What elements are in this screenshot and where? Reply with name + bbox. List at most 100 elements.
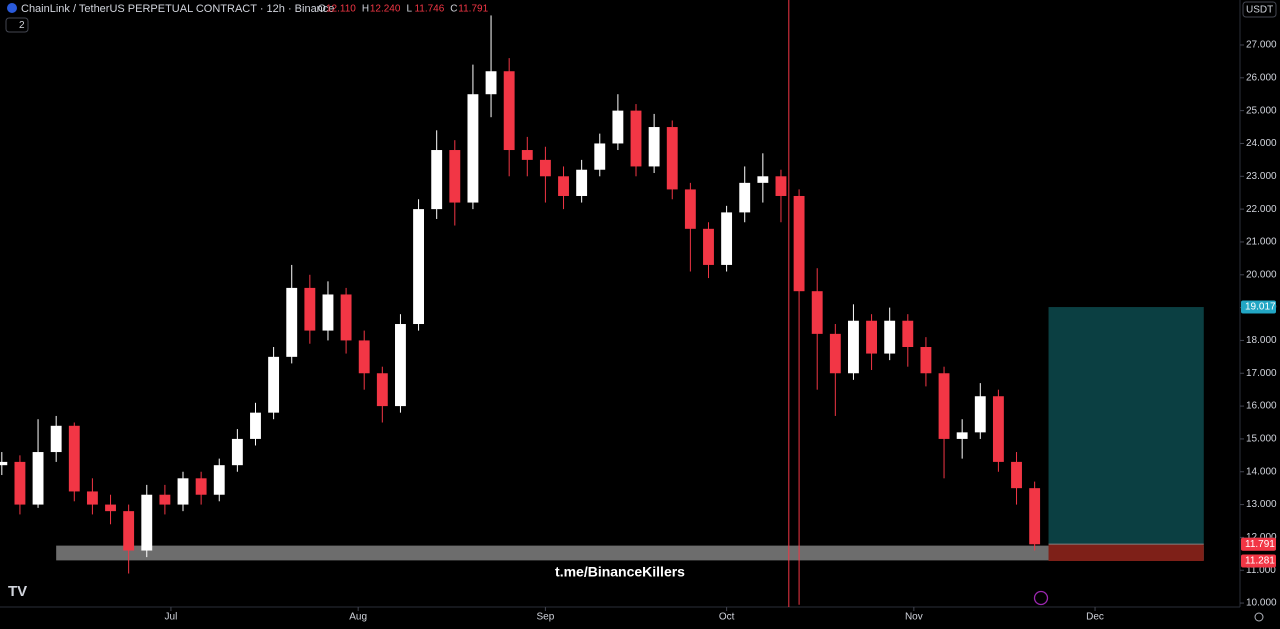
- y-tick-label: 24.000: [1246, 138, 1277, 149]
- alert-icon[interactable]: [1033, 590, 1049, 606]
- currency: USDT: [1246, 5, 1273, 16]
- candle-body: [413, 209, 425, 325]
- x-tick-label: Sep: [537, 612, 555, 623]
- candle-body: [340, 294, 352, 341]
- ohlc-key: C: [450, 4, 457, 15]
- y-tick-label: 27.000: [1246, 40, 1277, 51]
- candle-body: [721, 212, 733, 265]
- candle-body: [648, 127, 660, 167]
- candle-body: [902, 320, 914, 347]
- candle-body: [86, 491, 98, 505]
- candle-body: [50, 425, 62, 453]
- position-loss: [1048, 544, 1204, 562]
- candle-body: [0, 461, 8, 466]
- candle-body: [485, 71, 497, 95]
- watermark: t.me/BinanceKillers: [555, 564, 685, 580]
- candle-body: [177, 478, 189, 505]
- ohlc-value: 11.746: [414, 4, 444, 15]
- price-label: 19.017: [1245, 302, 1276, 313]
- candle-body: [666, 127, 678, 190]
- ohlc-value: 11.791: [458, 4, 488, 15]
- candle-body: [684, 189, 696, 229]
- y-tick-label: 26.000: [1246, 72, 1277, 83]
- candle-body: [594, 143, 606, 170]
- indicator-toggle[interactable]: [5, 17, 29, 33]
- price-label-bg: [1241, 300, 1276, 314]
- y-tick-label: 15.000: [1246, 434, 1277, 445]
- candle-body: [141, 494, 153, 551]
- y-tick-label: 13.000: [1246, 499, 1277, 510]
- position-profit: [1048, 307, 1204, 545]
- y-tick-label: 10.000: [1246, 598, 1277, 609]
- candle-body: [123, 511, 135, 551]
- price-label-bg: [1241, 537, 1276, 551]
- overlay: ChainLink / TetherUS PERPETUAL CONTRACT …: [5, 1, 1277, 622]
- x-tick-label: Dec: [1086, 612, 1104, 623]
- price-label: 11.281: [1245, 556, 1275, 567]
- candle-body: [992, 396, 1004, 462]
- x-tick-label: Jul: [165, 612, 178, 623]
- candle-body: [539, 159, 551, 177]
- candle-body: [286, 287, 298, 357]
- candle-body: [159, 494, 171, 505]
- tv-logo: TV: [8, 583, 27, 600]
- candle-body: [829, 333, 841, 374]
- price-label: 11.791: [1245, 539, 1275, 550]
- candle-body: [775, 176, 787, 196]
- y-tick-label: 17.000: [1246, 368, 1277, 379]
- candle-body: [268, 356, 280, 413]
- y-tick-label: 14.000: [1246, 466, 1277, 477]
- candle-body: [1011, 461, 1022, 489]
- symbol-title: ChainLink / TetherUS PERPETUAL CONTRACT …: [21, 3, 334, 15]
- candle-body: [376, 373, 388, 407]
- zone: [56, 545, 1204, 561]
- candle-body: [1029, 488, 1041, 545]
- y-tick-label: 25.000: [1246, 105, 1277, 116]
- y-tick-label: 11.000: [1246, 565, 1276, 576]
- y-tick-label: 16.000: [1246, 401, 1277, 412]
- candle-body: [848, 320, 859, 374]
- candle-body: [213, 465, 225, 495]
- y-tick-label: 21.000: [1246, 237, 1277, 248]
- ohlc-key: O: [318, 4, 326, 15]
- candle-body: [358, 340, 370, 374]
- candle-body: [14, 461, 26, 505]
- price-label-bg: [1241, 554, 1276, 568]
- candle-body: [431, 150, 443, 210]
- candle-body: [105, 504, 116, 512]
- y-tick-label: 20.000: [1246, 269, 1277, 280]
- candle-body: [395, 324, 406, 407]
- candle-body: [449, 150, 461, 203]
- candle-body: [630, 110, 642, 167]
- y-tick-label: 18.000: [1246, 335, 1277, 346]
- candle-body: [304, 287, 316, 331]
- ohlc-key: H: [362, 4, 369, 15]
- candle-body: [866, 320, 877, 354]
- y-tick-label: 23.000: [1246, 171, 1277, 182]
- ohlc-legend: O 12.110 H 12.240 L 11.746 C 11.791: [318, 4, 489, 15]
- candle-body: [195, 478, 207, 495]
- settings-icon[interactable]: [1254, 612, 1264, 622]
- candle-body: [956, 432, 968, 439]
- candle-body: [322, 294, 334, 331]
- candle-body: [793, 195, 805, 292]
- candle-body: [576, 169, 588, 196]
- ohlc-value: 12.110: [326, 4, 356, 15]
- candle-body: [920, 346, 932, 374]
- y-tick-label: 22.000: [1246, 204, 1277, 215]
- candle-body: [974, 396, 986, 433]
- indicator-count: 2: [19, 20, 25, 31]
- x-tick-label: Oct: [719, 612, 735, 623]
- candle-body: [811, 291, 823, 334]
- candle-body: [521, 150, 533, 160]
- ohlc-value: 12.240: [370, 4, 401, 15]
- candle-body: [703, 228, 714, 265]
- candle-body: [503, 71, 515, 151]
- x-tick-label: Nov: [905, 612, 923, 623]
- candle-body: [32, 452, 44, 505]
- candle-body: [739, 182, 751, 213]
- candle-body: [231, 438, 243, 466]
- currency-button[interactable]: [1242, 1, 1277, 18]
